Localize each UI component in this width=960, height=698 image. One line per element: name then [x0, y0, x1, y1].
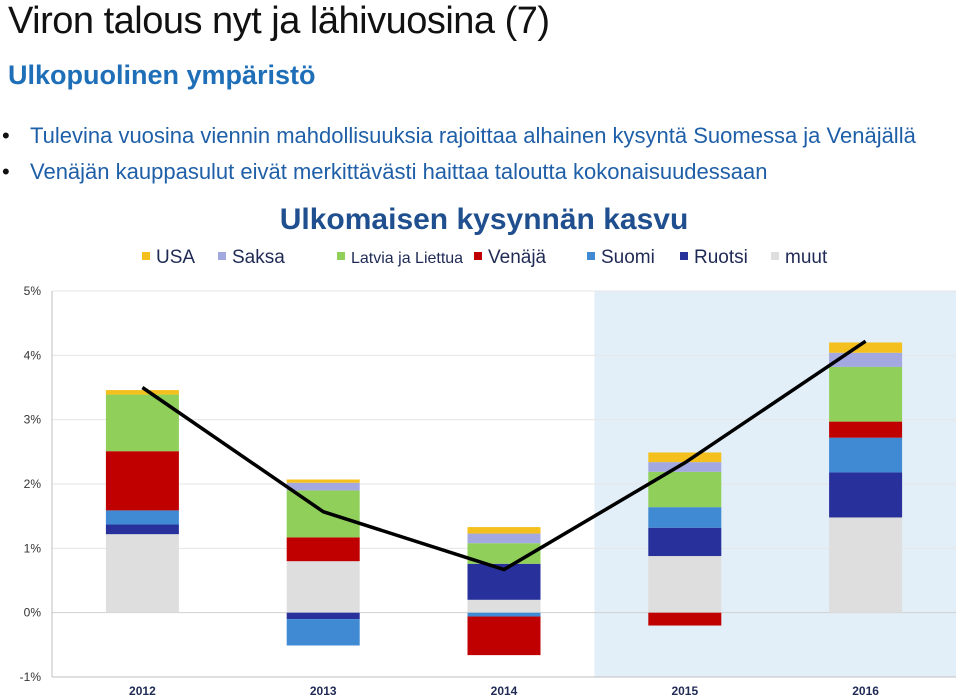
- legend-swatch: [771, 252, 779, 260]
- y-tick-label: 2%: [24, 477, 42, 491]
- slide-title: Viron talous nyt ja lähivuosina (7): [8, 0, 550, 42]
- legend-label: Saksa: [232, 247, 285, 268]
- bar-segment-muut-2015: [648, 556, 722, 613]
- legend-swatch: [218, 252, 226, 260]
- chart-legend: USA Saksa Latvia ja Liettua Venäjä Suomi Ruot…: [142, 247, 828, 268]
- legend-swatch: [474, 252, 482, 260]
- bar-segment-saksa-2016: [829, 352, 903, 367]
- foreign-demand-chart: Ulkomaisen kysynnän kasvu USA Saksa Latvia…: [20, 203, 956, 698]
- bullet-dot-icon: •: [2, 159, 10, 184]
- bar-segment-latvia-ja-liettua-2016: [829, 366, 903, 422]
- bar-segment-usa-2014: [467, 527, 541, 534]
- bullet-text-1: Tulevina vuosina viennin mahdollisuuksia…: [30, 123, 916, 148]
- total-demand-line: [141, 339, 867, 572]
- total-line-layer: [141, 339, 867, 572]
- legend-label: Latvia ja Liettua: [351, 250, 463, 267]
- bar-segment-muut-2016: [829, 517, 903, 613]
- y-tick-label: 5%: [24, 284, 42, 298]
- bar-segment-ruotsi-2012: [105, 524, 179, 535]
- bar-segment-usa-2013: [286, 479, 360, 483]
- legend-label: muut: [785, 247, 828, 268]
- axis-layer: -1% 0% 1% 2% 3% 4% 5% 2012 2013 2014 2015 2016: [20, 284, 956, 698]
- x-tick-label: 2014: [491, 684, 518, 698]
- slide-subtitle: Ulkopuolinen ympäristö: [8, 60, 316, 90]
- chart-title: Ulkomaisen kysynnän kasvu: [280, 203, 689, 236]
- bullet-item-2: • Venäjän kauppasulut eivät merkittävästi…: [0, 154, 916, 190]
- bar-segment-usa-2012: [105, 390, 179, 395]
- legend-swatch: [587, 252, 595, 260]
- y-tick-label: 4%: [24, 348, 42, 362]
- legend-label: USA: [156, 247, 195, 268]
- y-tick-label: 3%: [24, 413, 42, 427]
- bar-segment-suomi-2014: [467, 612, 541, 617]
- bar-segment-latvia-ja-liettua-2013: [286, 490, 360, 538]
- bar-segment-suomi-2015: [648, 507, 722, 528]
- x-tick-label: 2016: [852, 684, 879, 698]
- bar-segment-muut-2013: [286, 561, 360, 613]
- bar-segment-saksa-2013: [286, 482, 360, 491]
- bullet-text-2: Venäjän kauppasulut eivät merkittävästi …: [30, 159, 768, 184]
- legend-label: Venäjä: [488, 247, 547, 268]
- bar-segment-suomi-2013: [286, 619, 360, 646]
- x-tick-label: 2013: [310, 684, 337, 698]
- bar-segment-venäjä-2014: [467, 616, 541, 656]
- y-tick-label: -1%: [20, 670, 42, 684]
- bar-segment-ruotsi-2013: [286, 612, 360, 620]
- legend-label: Suomi: [601, 247, 655, 268]
- bar-segment-saksa-2015: [648, 462, 722, 472]
- bullet-dot-icon: •: [2, 123, 10, 148]
- legend-swatch: [142, 252, 150, 260]
- bar-segment-ruotsi-2016: [829, 472, 903, 518]
- x-tick-label: 2015: [671, 684, 698, 698]
- bar-segment-muut-2012: [105, 534, 179, 613]
- bar-segment-ruotsi-2015: [648, 527, 722, 557]
- bullet-list: • Tulevina vuosina viennin mahdollisuuksi…: [0, 118, 916, 190]
- x-tick-label: 2012: [129, 684, 156, 698]
- bar-segment-usa-2015: [648, 452, 722, 463]
- bar-segment-venäjä-2016: [829, 421, 903, 438]
- bar-segment-venäjä-2013: [286, 537, 360, 562]
- legend-swatch: [337, 252, 345, 260]
- y-tick-label: 1%: [24, 541, 42, 555]
- bar-segment-venäjä-2012: [105, 451, 179, 511]
- y-tick-label: 0%: [24, 606, 42, 620]
- bullet-item-1: • Tulevina vuosina viennin mahdollisuuksi…: [0, 118, 916, 154]
- bar-layer: [105, 342, 903, 656]
- bar-segment-suomi-2012: [105, 510, 179, 525]
- bar-segment-muut-2014: [467, 599, 541, 613]
- bar-segment-suomi-2016: [829, 437, 903, 473]
- legend-label: Ruotsi: [694, 247, 748, 268]
- bar-segment-venäjä-2015: [648, 612, 722, 626]
- bar-segment-usa-2016: [829, 342, 903, 353]
- legend-swatch: [680, 252, 688, 260]
- bar-segment-saksa-2014: [467, 533, 541, 544]
